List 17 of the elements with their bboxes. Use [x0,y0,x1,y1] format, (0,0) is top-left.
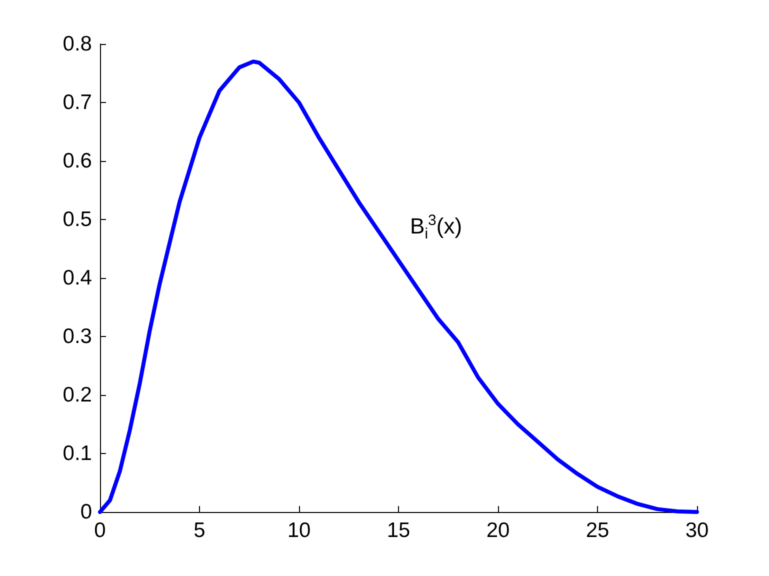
y-tick-label: 0.7 [62,91,92,114]
y-tick-label: 0.1 [62,442,92,465]
x-tick-label: 10 [287,519,311,542]
annotation: B$_{i}$$^{3}$(x) [410,212,462,243]
x-tick-label: 20 [486,519,510,542]
y-tick-label: 0.5 [62,208,92,231]
y-tick-label: 0.6 [62,150,92,172]
x-tick-label: 5 [194,519,206,542]
y-tick-label: 0.4 [62,266,92,290]
x-tick-label: 30 [685,519,709,542]
y-tick-label: 0.3 [62,325,92,348]
y-tick-label: 0 [80,500,92,524]
x-tick-label: 0 [94,519,106,542]
y-tick-label: 0.2 [62,384,92,406]
x-tick-label: 25 [586,519,610,542]
y-tick-label: 0.8 [62,32,92,56]
x-tick-label: 15 [386,519,410,542]
